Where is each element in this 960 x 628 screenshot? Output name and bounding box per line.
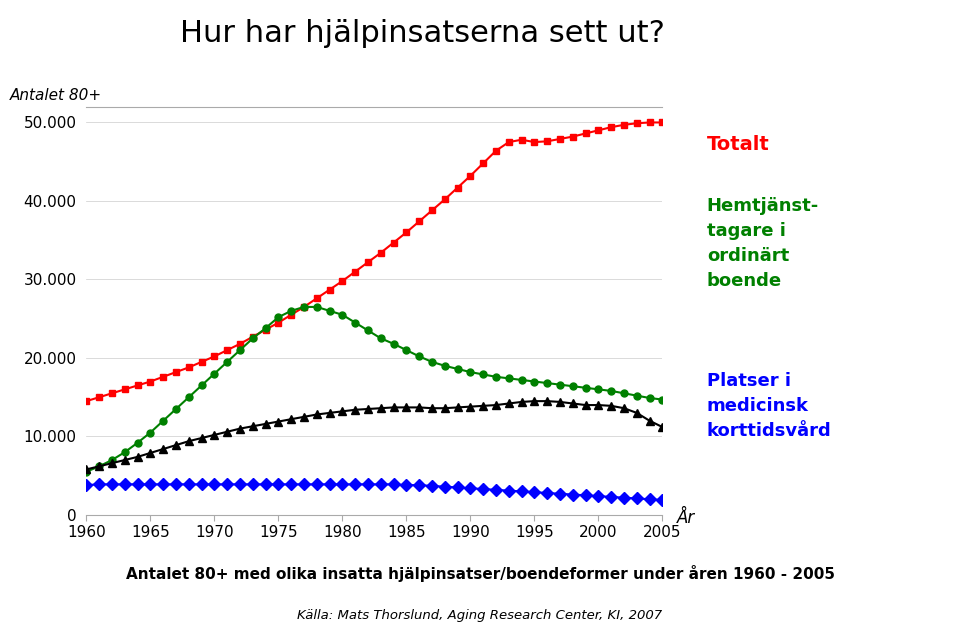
Text: Källa: Mats Thorslund, Aging Research Center, KI, 2007: Källa: Mats Thorslund, Aging Research Ce… bbox=[298, 609, 662, 622]
Text: Hemtjänst-
tagare i
ordinärt
boende: Hemtjänst- tagare i ordinärt boende bbox=[707, 197, 819, 290]
Text: Antalet 80+ med olika insatta hjälpinsatser/boendeformer under åren 1960 - 2005: Antalet 80+ med olika insatta hjälpinsat… bbox=[126, 565, 834, 582]
Text: Platser i
medicinsk
korttidsvård: Platser i medicinsk korttidsvård bbox=[707, 372, 831, 440]
Text: Antalet 80+: Antalet 80+ bbox=[10, 88, 102, 103]
Text: År: År bbox=[677, 509, 695, 527]
Text: Totalt: Totalt bbox=[707, 135, 770, 154]
Text: Hur har hjälpinsatserna sett ut?: Hur har hjälpinsatserna sett ut? bbox=[180, 19, 665, 48]
